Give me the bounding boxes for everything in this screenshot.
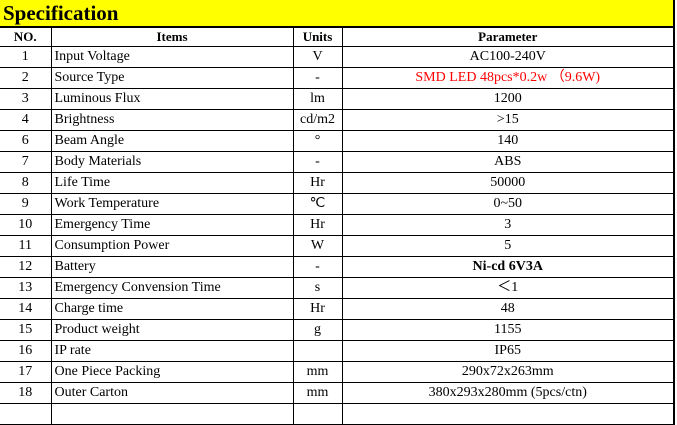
item-name: Beam Angle — [50, 130, 294, 152]
table-row: 7 Body Materials - ABS — [0, 151, 675, 173]
unit-cell — [292, 340, 343, 362]
item-name: Outer Carton — [50, 382, 294, 404]
parameter-value: AC100-240V — [341, 46, 675, 68]
header-parameter: Parameter — [341, 27, 675, 47]
row-number: 10 — [0, 214, 52, 236]
table-row: 17 One Piece Packing mm 290x72x263mm — [0, 361, 675, 383]
item-name: Life Time — [50, 172, 294, 194]
unit-cell: mm — [292, 361, 343, 383]
table-row: 6 Beam Angle ° 140 — [0, 130, 675, 152]
row-number: 16 — [0, 340, 52, 362]
parameter-value: 5 — [341, 235, 675, 257]
table-row: 15 Product weight g 1155 — [0, 319, 675, 341]
parameter-value: 380x293x280mm (5pcs/ctn) — [341, 382, 675, 404]
parameter-value: 1155 — [341, 319, 675, 341]
spec-table: NO. Items Units Parameter 1 Input Voltage… — [0, 27, 675, 425]
unit-cell: V — [292, 46, 343, 68]
parameter-value: 0~50 — [341, 193, 675, 215]
item-name: Consumption Power — [50, 235, 294, 257]
table-row: 3 Luminous Flux lm 1200 — [0, 88, 675, 110]
unit-cell: ° — [292, 130, 343, 152]
row-number: 3 — [0, 88, 52, 110]
unit-cell: ℃ — [292, 193, 343, 215]
item-name: Work Temperature — [50, 193, 294, 215]
table-row: 18 Outer Carton mm 380x293x280mm (5pcs/ctn) — [0, 382, 675, 404]
row-number: 14 — [0, 298, 52, 320]
item-name: One Piece Packing — [50, 361, 294, 383]
row-number: 2 — [0, 67, 52, 89]
row-number: 18 — [0, 382, 52, 404]
row-number: 11 — [0, 235, 52, 257]
parameter-value: ABS — [341, 151, 675, 173]
row-number: 6 — [0, 130, 52, 152]
parameter-value: IP65 — [341, 340, 675, 362]
table-row: 12 Battery - Ni-cd 6V3A — [0, 256, 675, 278]
parameter-value: 140 — [341, 130, 675, 152]
item-name: Battery — [50, 256, 294, 278]
table-row: 4 Brightness cd/m2 >15 — [0, 109, 675, 131]
unit-cell: W — [292, 235, 343, 257]
row-number: 8 — [0, 172, 52, 194]
item-name: Luminous Flux — [50, 88, 294, 110]
parameter-value: 290x72x263mm — [341, 361, 675, 383]
row-number: 12 — [0, 256, 52, 278]
item-name: Body Materials — [50, 151, 294, 173]
parameter-value: 1200 — [341, 88, 675, 110]
parameter-value: 50000 — [341, 172, 675, 194]
item-name: Brightness — [50, 109, 294, 131]
row-number: 4 — [0, 109, 52, 131]
row-number: 1 — [0, 46, 52, 68]
table-row: 10 Emergency Time Hr 3 — [0, 214, 675, 236]
item-name: Emergency Time — [50, 214, 294, 236]
parameter-value: >15 — [341, 109, 675, 131]
table-row: 2 Source Type - SMD LED 48pcs*0.2w （9.6W) — [0, 67, 675, 89]
row-number: 9 — [0, 193, 52, 215]
unit-cell: Hr — [292, 298, 343, 320]
unit-cell: Hr — [292, 172, 343, 194]
row-number: 13 — [0, 277, 52, 299]
unit-cell: Hr — [292, 214, 343, 236]
parameter-value: Ni-cd 6V3A — [341, 256, 675, 278]
parameter-value: ＜1 — [341, 277, 675, 299]
unit-cell: cd/m2 — [292, 109, 343, 131]
table-row: 8 Life Time Hr 50000 — [0, 172, 675, 194]
unit-cell: - — [292, 67, 343, 89]
sheet-title: Specification — [0, 0, 675, 27]
item-name: Emergency Convension Time — [50, 277, 294, 299]
row-number: 17 — [0, 361, 52, 383]
table-row: 13 Emergency Convension Time s ＜1 — [0, 277, 675, 299]
parameter-value: 48 — [341, 298, 675, 320]
unit-cell: - — [292, 151, 343, 173]
table-row: 9 Work Temperature ℃ 0~50 — [0, 193, 675, 215]
parameter-value: SMD LED 48pcs*0.2w （9.6W) — [341, 67, 675, 89]
empty-row — [0, 403, 675, 425]
row-number: 7 — [0, 151, 52, 173]
parameter-value: 3 — [341, 214, 675, 236]
header-no: NO. — [0, 27, 52, 47]
table-row: 1 Input Voltage V AC100-240V — [0, 46, 675, 68]
header-row: NO. Items Units Parameter — [0, 27, 675, 47]
row-number: 15 — [0, 319, 52, 341]
item-name: Charge time — [50, 298, 294, 320]
item-name: Product weight — [50, 319, 294, 341]
item-name: IP rate — [50, 340, 294, 362]
unit-cell: s — [292, 277, 343, 299]
unit-cell: g — [292, 319, 343, 341]
table-row: 11 Consumption Power W 5 — [0, 235, 675, 257]
unit-cell: mm — [292, 382, 343, 404]
header-items: Items — [50, 27, 294, 47]
item-name: Input Voltage — [50, 46, 294, 68]
item-name: Source Type — [50, 67, 294, 89]
unit-cell: lm — [292, 88, 343, 110]
unit-cell: - — [292, 256, 343, 278]
table-row: 16 IP rate IP65 — [0, 340, 675, 362]
header-units: Units — [292, 27, 343, 47]
table-row: 14 Charge time Hr 48 — [0, 298, 675, 320]
